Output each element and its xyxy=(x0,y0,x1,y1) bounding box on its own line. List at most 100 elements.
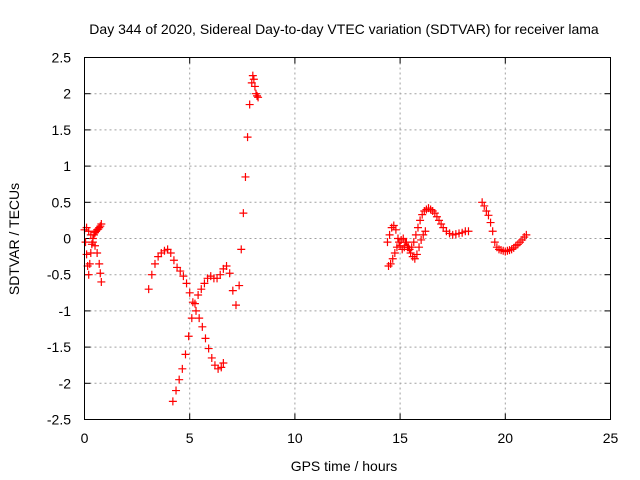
y-tick-label: 2 xyxy=(63,86,71,102)
data-point xyxy=(181,350,190,359)
data-point xyxy=(97,277,106,286)
data-point xyxy=(464,227,473,236)
data-point xyxy=(426,205,435,214)
data-point xyxy=(435,216,444,225)
data-point xyxy=(513,240,522,249)
data-point xyxy=(182,279,191,288)
data-point xyxy=(82,223,91,232)
data-point xyxy=(200,279,209,288)
data-point xyxy=(84,270,93,279)
data-point xyxy=(243,133,252,142)
data-point xyxy=(412,250,421,259)
data-point xyxy=(409,238,418,247)
y-tick-label: 0.5 xyxy=(52,194,72,210)
x-tick-label: 10 xyxy=(287,430,303,446)
data-point xyxy=(410,254,419,263)
data-point xyxy=(190,299,199,308)
y-tick-label: 1 xyxy=(63,158,71,174)
chart-title: Day 344 of 2020, Sidereal Day-to-day VTE… xyxy=(89,21,599,37)
x-tick-label: 15 xyxy=(392,430,408,446)
series-arc-4 xyxy=(478,198,531,256)
y-tick-labels: -2.5 -2 -1.5 -1 -0.5 0 0.5 1 1.5 2 2.5 xyxy=(47,50,71,428)
data-point xyxy=(388,254,397,263)
data-point xyxy=(418,210,427,219)
x-axis-label: GPS time / hours xyxy=(291,458,398,474)
data-point xyxy=(88,238,97,247)
data-point xyxy=(253,91,262,100)
data-point xyxy=(239,209,248,218)
data-point xyxy=(198,322,207,331)
y-tick-label: -0.5 xyxy=(47,267,71,283)
data-point xyxy=(250,82,259,91)
data-point xyxy=(179,272,188,281)
data-point xyxy=(432,212,441,221)
data-point xyxy=(96,269,105,278)
data-point xyxy=(93,248,102,257)
data-point xyxy=(522,230,531,239)
series-arc-2a xyxy=(144,245,228,373)
data-point xyxy=(187,314,196,323)
data-point xyxy=(415,243,424,252)
data-point xyxy=(217,363,226,372)
axis-ticks xyxy=(84,57,611,420)
data-point xyxy=(82,250,91,259)
data-point xyxy=(437,220,446,229)
data-point xyxy=(85,259,94,268)
data-point xyxy=(478,198,487,207)
y-tick-label: -2 xyxy=(59,375,72,391)
data-point xyxy=(507,245,516,254)
data-point xyxy=(488,227,497,236)
data-point xyxy=(505,246,514,255)
data-point xyxy=(81,238,90,247)
grid-lines xyxy=(84,57,611,420)
data-point xyxy=(84,227,93,236)
plot-frame xyxy=(84,57,611,420)
data-point xyxy=(172,386,181,395)
data-point xyxy=(166,248,175,257)
data-point xyxy=(169,256,178,265)
data-point xyxy=(511,241,520,250)
data-point xyxy=(195,314,204,323)
data-point xyxy=(254,93,263,102)
data-point xyxy=(480,201,489,210)
data-point xyxy=(168,397,177,406)
data-point xyxy=(192,306,201,315)
data-point xyxy=(225,269,234,278)
data-point xyxy=(237,245,246,254)
data-point xyxy=(419,230,428,239)
x-tick-label: 25 xyxy=(603,430,619,446)
data-point xyxy=(384,262,393,271)
data-point xyxy=(421,227,430,236)
data-point xyxy=(390,248,399,257)
data-point xyxy=(176,267,185,276)
data-point xyxy=(235,281,244,290)
data-point xyxy=(249,75,258,84)
data-point xyxy=(97,220,106,229)
data-point xyxy=(231,301,240,310)
y-tick-label: 2.5 xyxy=(52,50,72,66)
data-point xyxy=(241,172,250,181)
y-tick-label: -2.5 xyxy=(47,412,71,428)
data-point xyxy=(398,245,407,254)
data-point xyxy=(408,252,417,261)
y-tick-label: 1.5 xyxy=(52,122,72,138)
data-point xyxy=(391,225,400,234)
data-point xyxy=(501,247,510,256)
data-point xyxy=(486,218,495,227)
data-point xyxy=(228,286,237,295)
series-arc-1b xyxy=(82,223,106,286)
data-point xyxy=(144,285,153,294)
data-point xyxy=(383,238,392,247)
x-tick-label: 20 xyxy=(498,430,514,446)
data-point xyxy=(404,243,413,252)
data-point xyxy=(405,245,414,254)
data-point xyxy=(387,223,396,232)
data-point xyxy=(417,235,426,244)
data-point xyxy=(216,270,225,279)
data-point xyxy=(411,230,420,239)
data-point xyxy=(251,89,260,98)
data-point xyxy=(386,259,395,268)
data-point xyxy=(385,230,394,239)
data-point xyxy=(490,238,499,247)
